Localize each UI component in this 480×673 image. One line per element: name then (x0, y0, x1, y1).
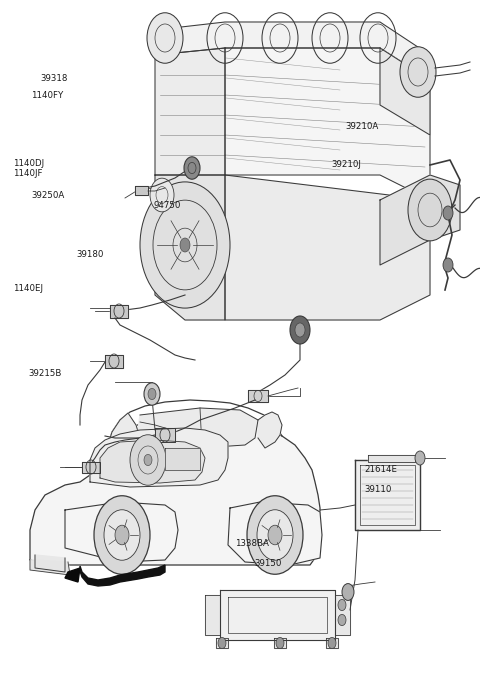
Polygon shape (368, 455, 415, 462)
Circle shape (147, 13, 183, 63)
Polygon shape (248, 390, 268, 402)
Circle shape (218, 637, 226, 649)
Polygon shape (355, 460, 420, 530)
Circle shape (184, 157, 200, 179)
Text: 1140FY: 1140FY (31, 91, 63, 100)
Text: 39250A: 39250A (31, 190, 64, 200)
Polygon shape (90, 428, 228, 487)
Text: 39215B: 39215B (29, 369, 62, 378)
Circle shape (443, 258, 453, 272)
Polygon shape (205, 595, 220, 635)
Circle shape (415, 451, 425, 465)
Polygon shape (108, 413, 140, 455)
Circle shape (140, 182, 230, 308)
Text: 21614E: 21614E (365, 465, 398, 474)
Polygon shape (155, 428, 175, 442)
Circle shape (342, 583, 354, 600)
Polygon shape (30, 416, 320, 565)
Polygon shape (155, 48, 225, 175)
Polygon shape (165, 448, 200, 470)
Circle shape (400, 46, 436, 97)
Text: 1140DJ: 1140DJ (13, 159, 45, 168)
Circle shape (338, 614, 346, 626)
Text: 39110: 39110 (365, 485, 392, 495)
Circle shape (338, 600, 346, 610)
Polygon shape (110, 305, 128, 318)
Circle shape (443, 206, 453, 220)
Polygon shape (220, 590, 335, 640)
Circle shape (328, 637, 336, 649)
Polygon shape (380, 48, 430, 135)
Circle shape (276, 637, 284, 649)
Text: 39150: 39150 (254, 559, 282, 568)
Polygon shape (380, 175, 460, 265)
Polygon shape (335, 595, 350, 635)
Text: 39318: 39318 (41, 74, 68, 83)
Text: 1140JF: 1140JF (13, 169, 43, 178)
Polygon shape (138, 408, 258, 448)
Circle shape (150, 178, 174, 212)
Circle shape (290, 316, 310, 344)
Circle shape (148, 388, 156, 400)
Circle shape (94, 496, 150, 574)
Polygon shape (155, 175, 225, 320)
Circle shape (130, 435, 166, 485)
Polygon shape (135, 186, 148, 195)
Polygon shape (30, 560, 70, 575)
Text: 1338BA: 1338BA (235, 538, 269, 548)
Polygon shape (100, 440, 205, 483)
Circle shape (295, 323, 305, 337)
Circle shape (180, 238, 190, 252)
Circle shape (257, 509, 293, 560)
Polygon shape (225, 48, 430, 200)
Text: 39210A: 39210A (346, 122, 379, 131)
Text: 1140EJ: 1140EJ (13, 283, 43, 293)
Polygon shape (155, 22, 430, 80)
Circle shape (247, 496, 303, 574)
Polygon shape (216, 638, 228, 648)
Circle shape (144, 383, 160, 405)
Polygon shape (274, 638, 286, 648)
Circle shape (144, 454, 152, 466)
Text: 39180: 39180 (77, 250, 104, 259)
Polygon shape (65, 502, 178, 562)
Polygon shape (258, 412, 282, 448)
Polygon shape (105, 355, 123, 368)
Circle shape (115, 525, 129, 545)
Polygon shape (35, 555, 65, 572)
Circle shape (104, 509, 140, 560)
Text: 39210J: 39210J (331, 160, 361, 169)
Polygon shape (82, 462, 100, 473)
Polygon shape (65, 568, 80, 582)
Polygon shape (326, 638, 338, 648)
Polygon shape (80, 565, 165, 586)
Polygon shape (225, 175, 430, 320)
Text: 94750: 94750 (154, 201, 181, 210)
Circle shape (268, 525, 282, 545)
Polygon shape (228, 502, 322, 565)
Circle shape (408, 179, 452, 241)
